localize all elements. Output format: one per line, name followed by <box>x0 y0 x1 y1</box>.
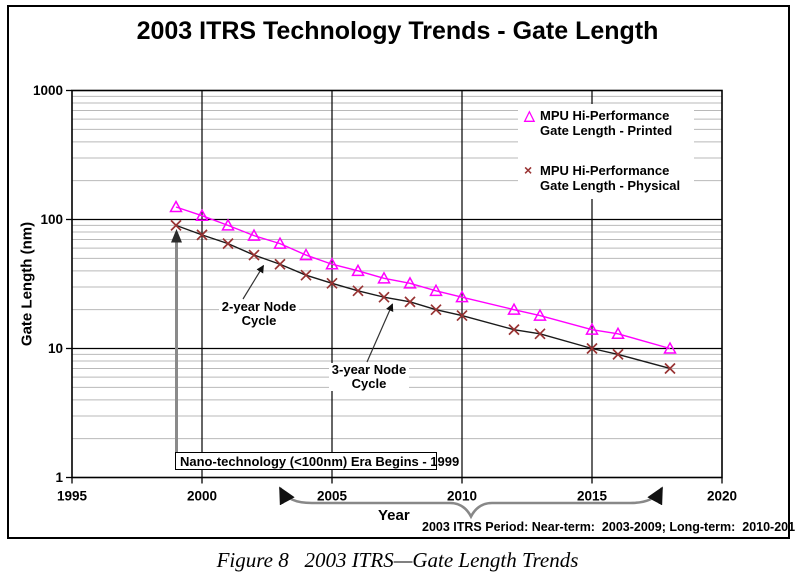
figure-caption: Figure 8 2003 ITRS—Gate Length Trends <box>216 548 579 572</box>
itrs-period-brace <box>278 486 664 520</box>
legend-entry-printed: △ MPU Hi-Performance Gate Length - Print… <box>524 107 694 139</box>
legend-label-printed: MPU Hi-Performance Gate Length - Printed <box>540 108 673 138</box>
x-axis-title: Year <box>378 507 410 524</box>
annotation-nano-era-box: Nano-technology (<100nm) Era Begins - 19… <box>175 452 459 470</box>
two-year-arrow <box>242 264 265 300</box>
svg-text:10: 10 <box>48 341 63 356</box>
x-marker-icon: × <box>524 162 533 178</box>
svg-text:2020: 2020 <box>707 489 737 504</box>
svg-text:2015: 2015 <box>577 489 608 504</box>
triangle-marker-icon: △ <box>524 107 535 123</box>
plot-border <box>71 89 723 479</box>
legend-label-physical: MPU Hi-Performance Gate Length - Physica… <box>540 163 681 193</box>
svg-text:2000: 2000 <box>187 489 217 504</box>
svg-text:1995: 1995 <box>57 489 88 504</box>
series-physical <box>170 219 676 375</box>
annotation-2-year-node-cycle: 2-year Node Cycle <box>219 300 299 328</box>
svg-text:2010: 2010 <box>447 489 477 504</box>
legend: △ MPU Hi-Performance Gate Length - Print… <box>518 104 694 199</box>
chart-title: 2003 ITRS Technology Trends - Gate Lengt… <box>136 17 659 45</box>
svg-text:100: 100 <box>40 212 63 227</box>
axis-ticks <box>66 89 723 484</box>
figure-border-frame <box>7 5 790 539</box>
annotation-arrows <box>171 229 664 520</box>
series-printed <box>169 199 677 354</box>
y-axis-title: Gate Length (nm) <box>18 221 36 347</box>
annotation-3-year-node-cycle: 3-year Node Cycle <box>329 363 409 391</box>
legend-entry-physical: × MPU Hi-Performance Gate Length - Physi… <box>524 162 694 194</box>
svg-text:1000: 1000 <box>33 83 63 98</box>
itrs-period-note: 2003 ITRS Period: Near-term: 2003-2009; … <box>422 520 795 534</box>
three-year-arrow <box>366 303 394 363</box>
svg-text:1: 1 <box>55 470 63 485</box>
svg-text:2005: 2005 <box>317 489 348 504</box>
